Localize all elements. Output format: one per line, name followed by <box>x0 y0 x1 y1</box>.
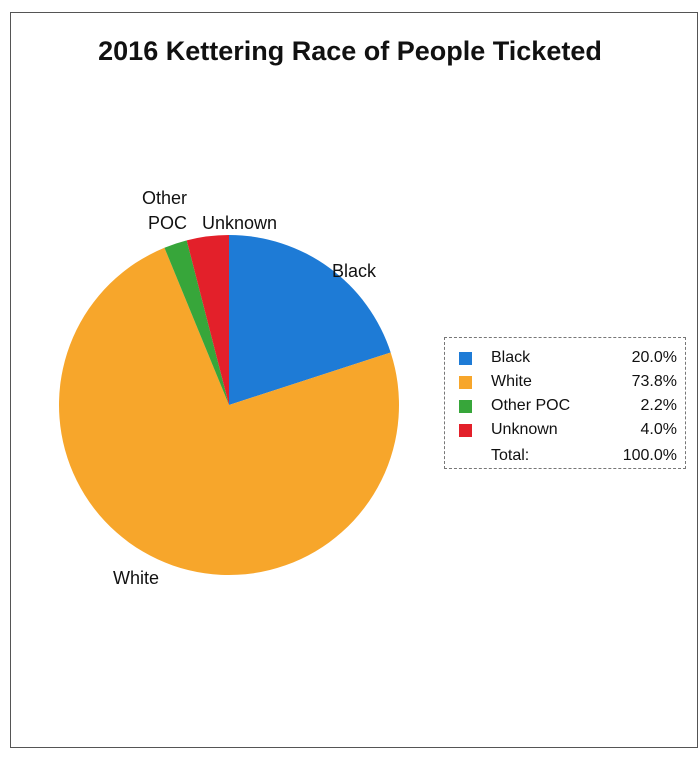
legend-total-value: 100.0% <box>622 447 677 464</box>
legend-item-black: Black 20.0% <box>445 346 685 370</box>
legend-label-black: Black <box>491 349 531 366</box>
pie-slice-black <box>229 235 391 405</box>
legend-total-label: Total: <box>491 447 530 464</box>
legend-label-white: White <box>491 373 532 390</box>
slice-label-other-poc-line1: Other <box>142 188 187 208</box>
slice-label-unknown: Unknown <box>202 213 277 233</box>
slice-label-black: Black <box>332 261 377 281</box>
legend-value-other-poc: 2.2% <box>640 397 677 414</box>
legend-label-other-poc: Other POC <box>491 397 571 414</box>
legend-swatch-black <box>459 352 472 365</box>
legend-value-black: 20.0% <box>631 349 677 366</box>
legend-swatch-unknown <box>459 424 472 437</box>
slice-label-white: White <box>113 568 159 588</box>
legend-item-other-poc: Other POC 2.2% <box>445 394 685 418</box>
legend-total-row: Total: 100.0% <box>445 444 685 468</box>
legend-label-unknown: Unknown <box>491 421 558 438</box>
legend-swatch-white <box>459 376 472 389</box>
legend-swatch-other-poc <box>459 400 472 413</box>
pie-slice-other-poc <box>164 240 229 405</box>
legend-item-unknown: Unknown 4.0% <box>445 418 685 442</box>
pie-slice-unknown <box>186 235 229 405</box>
legend-item-white: White 73.8% <box>445 370 685 394</box>
chart-title: 2016 Kettering Race of People Ticketed <box>98 36 602 66</box>
legend-value-white: 73.8% <box>631 373 677 390</box>
slice-label-other-poc-line2: POC <box>148 213 187 233</box>
legend: Black 20.0% White 73.8% Other POC 2.2% U… <box>444 337 686 469</box>
legend-value-unknown: 4.0% <box>640 421 677 438</box>
pie-slice-white <box>59 247 400 576</box>
